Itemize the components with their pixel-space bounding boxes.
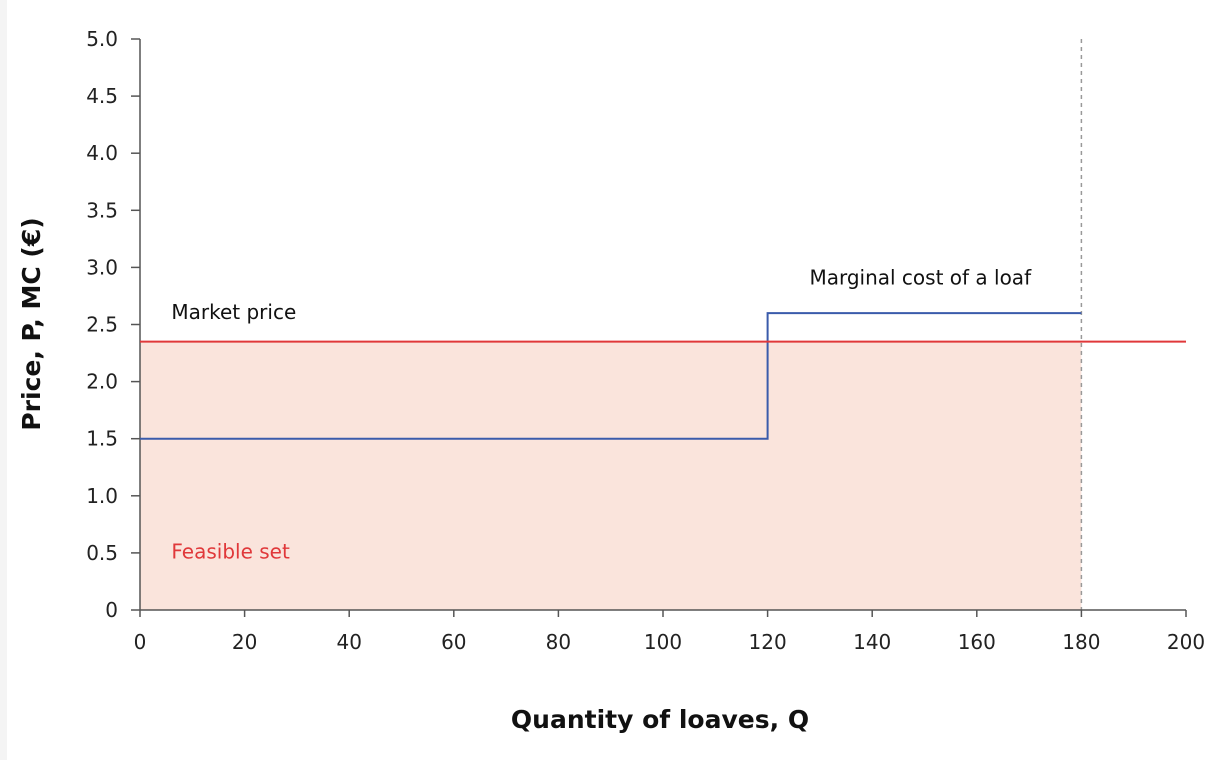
y-tick-label: 0.5 xyxy=(86,541,118,565)
x-axis-title: Quantity of loaves, Q xyxy=(511,705,809,734)
x-tick-label: 120 xyxy=(749,630,787,654)
x-tick-label: 200 xyxy=(1167,630,1205,654)
marginal-cost-of-a-loaf-label: Marginal cost of a loaf xyxy=(809,266,1032,290)
feasible-set-label: Feasible set xyxy=(171,540,290,564)
x-tick-label: 20 xyxy=(232,630,257,654)
y-axis-title: Price, P, MC (€) xyxy=(17,217,46,430)
y-tick-label: 2.5 xyxy=(86,313,118,337)
x-tick-label: 60 xyxy=(441,630,466,654)
x-tick-label: 40 xyxy=(336,630,361,654)
x-tick-label: 180 xyxy=(1062,630,1100,654)
y-tick-label: 1.5 xyxy=(86,427,118,451)
y-tick-label: 3.5 xyxy=(86,198,118,222)
y-tick-label: 5.0 xyxy=(86,27,118,51)
y-tick-label: 1.0 xyxy=(86,484,118,508)
x-tick-label: 80 xyxy=(546,630,571,654)
feasible-set-region xyxy=(140,341,1082,610)
x-tick-label: 140 xyxy=(853,630,891,654)
y-tick-label: 4.0 xyxy=(86,141,118,165)
marginal-cost-of-a-loaf-line xyxy=(140,312,1082,440)
y-tick-label: 0 xyxy=(105,598,118,622)
x-tick-label: 100 xyxy=(644,630,682,654)
y-tick-label: 3.0 xyxy=(86,255,118,279)
y-tick-label: 4.5 xyxy=(86,84,118,108)
market-price-label: Market price xyxy=(171,300,296,324)
x-tick-label: 160 xyxy=(958,630,996,654)
x-tick-label: 0 xyxy=(134,630,147,654)
y-tick-label: 2.0 xyxy=(86,370,118,394)
